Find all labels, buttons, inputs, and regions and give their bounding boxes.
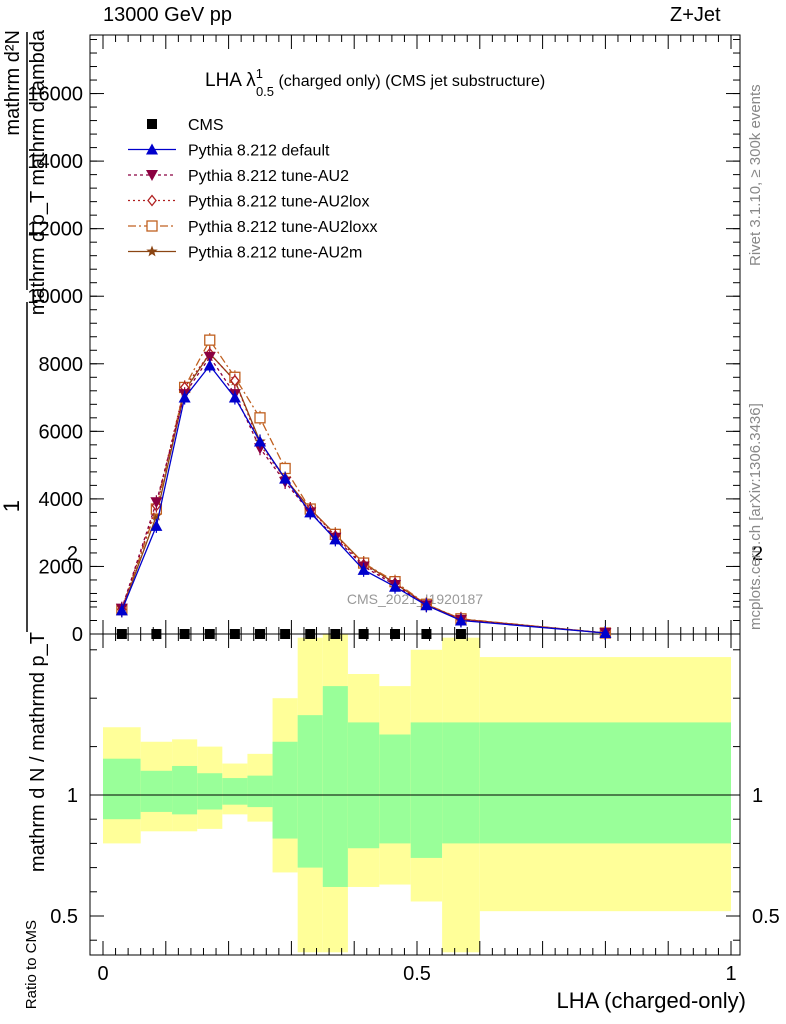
legend-marker-pythia-8-212-default — [146, 143, 158, 155]
x-tick-label: 0 — [97, 963, 108, 985]
data-point-pythia-8-212-default — [329, 533, 342, 545]
ratio-inner-band — [247, 775, 273, 808]
ratio-y-axis-label: Ratio to CMS — [23, 920, 40, 1009]
legend-label-pythia-8-212-tune-au2: Pythia 8.212 tune-AU2 — [188, 168, 349, 185]
data-point-pythia-8-212-tune-au2loxx — [254, 412, 266, 424]
process-label: Z+Jet — [670, 4, 721, 26]
data-point-pythia-8-212-default — [203, 359, 216, 371]
x-tick-label: 0.5 — [403, 963, 431, 985]
data-point-cms — [179, 629, 190, 639]
ratio-inner-band — [379, 734, 411, 844]
data-point-cms — [255, 629, 265, 639]
ratio-y-tick-label-right: 1 — [752, 785, 763, 807]
data-point-pythia-8-212-default — [454, 614, 467, 626]
legend-label-cms: CMS — [188, 117, 224, 134]
mcplots-label: mcplots.cern.ch [arXiv:1306.3436] — [747, 403, 764, 630]
series-line-pythia-8-212-tune-au2loxx — [121, 338, 606, 634]
data-point-cms — [390, 629, 401, 639]
y-axis-label-numerator: mathrm d²N — [2, 30, 24, 136]
ratio-inner-band — [103, 758, 141, 820]
data-point-cms — [280, 629, 291, 639]
data-point-pythia-8-212-default — [150, 519, 163, 531]
ratio-y-tick-label: 2 — [67, 543, 78, 565]
y-tick-label: 2000 — [39, 556, 84, 578]
data-point-cms — [455, 629, 466, 639]
data-point-cms — [330, 629, 341, 639]
legend-label-pythia-8-212-tune-au2lox: Pythia 8.212 tune-AU2lox — [188, 194, 369, 211]
data-point-cms — [204, 629, 215, 639]
data-point-cms — [151, 629, 162, 639]
series-line-pythia-8-212-tune-au2 — [121, 355, 606, 634]
y-tick-label: 16000 — [27, 84, 83, 106]
y-axis-label-denominator: mathrm d p_T mathrm d lambda — [27, 29, 49, 315]
ratio-inner-band — [297, 715, 323, 868]
data-point-cms — [421, 629, 432, 639]
legend-marker-pythia-8-212-tune-au2m — [146, 245, 158, 257]
legend-marker-pythia-8-212-tune-au2loxx — [146, 220, 158, 232]
data-point-pythia-8-212-default — [389, 580, 402, 592]
y-tick-label: 0 — [72, 624, 83, 646]
data-point-pythia-8-212-default — [304, 506, 317, 518]
ratio-inner-band — [347, 722, 380, 849]
data-point-pythia-8-212-default — [254, 435, 266, 447]
ratio-inner-band — [222, 778, 248, 805]
data-point-pythia-8-212-tune-au2lox — [230, 374, 240, 387]
energy-label: 13000 GeV pp — [103, 4, 232, 26]
legend-label-pythia-8-212-tune-au2loxx: Pythia 8.212 tune-AU2loxx — [188, 219, 377, 236]
y-tick-label: 12000 — [27, 219, 83, 241]
data-point-cms — [305, 629, 316, 639]
legend-marker-cms — [147, 119, 157, 129]
x-tick-label: 1 — [725, 963, 736, 985]
ratio-inner-band — [442, 722, 480, 844]
plot-title: LHA λ1 0.5 (charged only) (CMS jet substr… — [205, 66, 545, 99]
ratio-y-tick-label-right: 0.5 — [752, 906, 780, 928]
data-point-pythia-8-212-default — [279, 472, 292, 484]
ratio-inner-band — [272, 741, 298, 839]
ratio-inner-band — [140, 770, 173, 812]
y-axis-label-prefactor: 1 — [0, 500, 24, 512]
data-point-cms — [116, 629, 127, 639]
ratio-inner-band — [479, 722, 731, 844]
series-line-pythia-8-212-default — [121, 364, 606, 634]
data-point-pythia-8-212-default — [228, 391, 241, 403]
legend-marker-pythia-8-212-tune-au2lox — [147, 194, 157, 207]
ratio-inner-band — [172, 765, 198, 815]
ratio-inner-band — [197, 773, 223, 810]
y-tick-label: 6000 — [39, 421, 84, 443]
y-tick-label: 8000 — [39, 354, 84, 376]
data-point-pythia-8-212-default — [357, 563, 370, 575]
data-point-pythia-8-212-tune-au2 — [203, 352, 216, 364]
y-tick-label: 14000 — [27, 151, 83, 173]
x-axis-label: LHA (charged-only) — [556, 988, 746, 1013]
data-point-pythia-8-212-tune-au2 — [150, 497, 163, 509]
data-point-cms — [229, 629, 240, 639]
ratio-inner-band — [410, 722, 443, 858]
data-point-cms — [358, 629, 369, 639]
legend-label-pythia-8-212-default: Pythia 8.212 default — [188, 143, 330, 160]
legend-label-pythia-8-212-tune-au2m: Pythia 8.212 tune-AU2m — [188, 245, 362, 262]
y-axis-label-prefactor-denominator: mathrm d N / mathrmd p_T — [27, 632, 49, 872]
ratio-y-tick-label-right: 2 — [752, 543, 763, 565]
data-point-pythia-8-212-default — [178, 391, 191, 403]
ratio-y-tick-label: 0.5 — [50, 906, 78, 928]
data-point-pythia-8-212-default — [599, 626, 612, 638]
data-point-pythia-8-212-default — [115, 604, 128, 616]
data-point-pythia-8-212-tune-au2loxx — [204, 334, 216, 346]
data-point-pythia-8-212-default — [420, 599, 433, 611]
y-tick-label: 4000 — [39, 489, 84, 511]
rivet-label: Rivet 3.1.10, ≥ 300k events — [747, 84, 764, 266]
ratio-inner-band — [322, 686, 348, 887]
legend-marker-pythia-8-212-tune-au2 — [146, 170, 158, 181]
y-tick-label: 10000 — [27, 286, 83, 308]
ratio-y-tick-label: 1 — [67, 785, 78, 807]
